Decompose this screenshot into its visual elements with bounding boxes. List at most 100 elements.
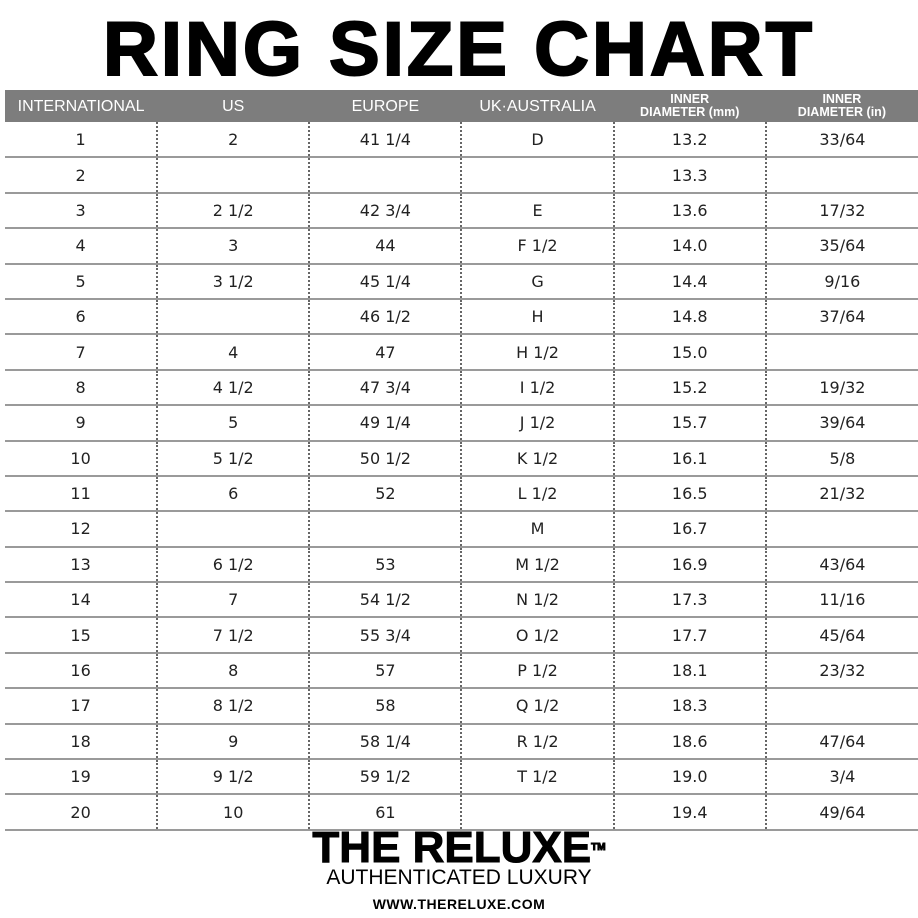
cell-us: 6 — [156, 475, 310, 513]
header-us: US — [157, 90, 310, 122]
cell-europe: 47 — [308, 334, 462, 371]
cell-diameter-in: 23/32 — [764, 652, 918, 690]
cell-diameter-in: 33/64 — [764, 122, 918, 159]
cell-europe: 58 1/4 — [308, 723, 462, 761]
cell-europe: 54 1/2 — [308, 582, 462, 619]
table-row: 15 7 1/2 55 3/4 O 1/2 17.7 45/64 — [5, 617, 918, 654]
cell-diameter-in — [764, 334, 918, 371]
cell-diameter-mm: 13.2 — [612, 122, 766, 159]
cell-diameter-mm: 18.1 — [612, 652, 766, 690]
table-row: 20 10 61 19.4 49/64 — [5, 794, 918, 831]
cell-europe — [308, 511, 462, 548]
cell-europe: 55 3/4 — [308, 617, 462, 654]
table-row: 12 M 16.7 — [5, 511, 918, 548]
cell-uk-australia: O 1/2 — [460, 617, 614, 654]
cell-europe: 50 1/2 — [308, 440, 462, 477]
cell-uk-australia: J 1/2 — [460, 405, 614, 442]
cell-diameter-mm: 17.7 — [612, 617, 766, 654]
cell-diameter-mm: 13.6 — [612, 192, 766, 230]
cell-us: 9 — [156, 723, 310, 761]
cell-diameter-in: 5/8 — [764, 440, 918, 477]
brand-logo: THE RELUXETM — [0, 823, 918, 872]
cell-diameter-in: 45/64 — [764, 617, 918, 654]
table-row: 17 8 1/2 58 Q 1/2 18.3 — [5, 688, 918, 725]
table-row: 11 6 52 L 1/2 16.5 21/32 — [5, 475, 918, 513]
cell-uk-australia: G — [460, 263, 614, 300]
cell-diameter-mm: 16.5 — [612, 475, 766, 513]
cell-uk-australia: F 1/2 — [460, 228, 614, 265]
cell-uk-australia: I 1/2 — [460, 369, 614, 407]
header-line: DIAMETER (in) — [797, 105, 886, 119]
table-row: 9 5 49 1/4 J 1/2 15.7 39/64 — [5, 405, 918, 442]
cell-diameter-in: 21/32 — [764, 475, 918, 513]
cell-international: 14 — [5, 582, 158, 619]
cell-international: 1 — [5, 122, 158, 159]
cell-diameter-mm: 18.3 — [612, 688, 766, 725]
cell-uk-australia: M 1/2 — [460, 546, 614, 584]
header-line: DIAMETER (mm) — [640, 105, 740, 119]
cell-uk-australia: D — [460, 122, 614, 159]
cell-diameter-in — [764, 157, 918, 194]
brand-name: THE RELUXE — [312, 823, 592, 872]
cell-diameter-mm: 13.3 — [612, 157, 766, 194]
cell-international: 11 — [5, 475, 158, 513]
table-row: 16 8 57 P 1/2 18.1 23/32 — [5, 652, 918, 690]
cell-europe: 47 3/4 — [308, 369, 462, 407]
cell-europe: 41 1/4 — [308, 122, 462, 159]
cell-europe: 53 — [308, 546, 462, 584]
page-title: RING SIZE CHART — [102, 7, 816, 92]
cell-diameter-mm: 19.0 — [612, 759, 766, 796]
cell-us: 7 — [156, 582, 310, 619]
cell-us — [156, 298, 310, 336]
cell-us: 3 — [156, 228, 310, 265]
cell-diameter-mm: 14.0 — [612, 228, 766, 265]
brand-tagline: AUTHENTICATED LUXURY — [326, 866, 592, 889]
header-uk-australia: UK·AUSTRALIA — [461, 90, 614, 122]
cell-uk-australia: R 1/2 — [460, 723, 614, 761]
table-row: 19 9 1/2 59 1/2 T 1/2 19.0 3/4 — [5, 759, 918, 796]
cell-uk-australia: H 1/2 — [460, 334, 614, 371]
cell-us — [156, 157, 310, 194]
cell-international: 6 — [5, 298, 158, 336]
cell-diameter-in: 3/4 — [764, 759, 918, 796]
table-header-row: INTERNATIONAL US EUROPE UK·AUSTRALIA INN… — [5, 90, 918, 122]
header-europe: EUROPE — [309, 90, 462, 122]
cell-international: 20 — [5, 794, 158, 831]
cell-us: 9 1/2 — [156, 759, 310, 796]
cell-europe: 49 1/4 — [308, 405, 462, 442]
cell-uk-australia — [460, 157, 614, 194]
cell-europe: 42 3/4 — [308, 192, 462, 230]
cell-international: 2 — [5, 157, 158, 194]
cell-diameter-mm: 15.2 — [612, 369, 766, 407]
cell-diameter-in: 47/64 — [764, 723, 918, 761]
table-row: 4 3 44 F 1/2 14.0 35/64 — [5, 228, 918, 265]
cell-uk-australia: L 1/2 — [460, 475, 614, 513]
cell-us: 5 1/2 — [156, 440, 310, 477]
cell-us: 2 1/2 — [156, 192, 310, 230]
cell-diameter-in: 11/16 — [764, 582, 918, 619]
cell-us: 5 — [156, 405, 310, 442]
table-row: 13 6 1/2 53 M 1/2 16.9 43/64 — [5, 546, 918, 584]
cell-diameter-in: 17/32 — [764, 192, 918, 230]
cell-uk-australia: N 1/2 — [460, 582, 614, 619]
cell-international: 17 — [5, 688, 158, 725]
cell-europe: 44 — [308, 228, 462, 265]
header-inner-diameter-in: INNER DIAMETER (in) — [765, 90, 918, 122]
cell-diameter-in: 19/32 — [764, 369, 918, 407]
table-row: 14 7 54 1/2 N 1/2 17.3 11/16 — [5, 582, 918, 619]
cell-diameter-mm: 16.1 — [612, 440, 766, 477]
header-line: INNER — [670, 92, 710, 106]
cell-diameter-mm: 18.6 — [612, 723, 766, 761]
cell-international: 16 — [5, 652, 158, 690]
cell-us: 8 — [156, 652, 310, 690]
cell-international: 3 — [5, 192, 158, 230]
cell-international: 10 — [5, 440, 158, 477]
cell-diameter-in: 43/64 — [764, 546, 918, 584]
trademark: TM — [591, 842, 606, 854]
cell-europe — [308, 157, 462, 194]
cell-diameter-mm: 15.0 — [612, 334, 766, 371]
cell-international: 13 — [5, 546, 158, 584]
cell-us: 2 — [156, 122, 310, 159]
